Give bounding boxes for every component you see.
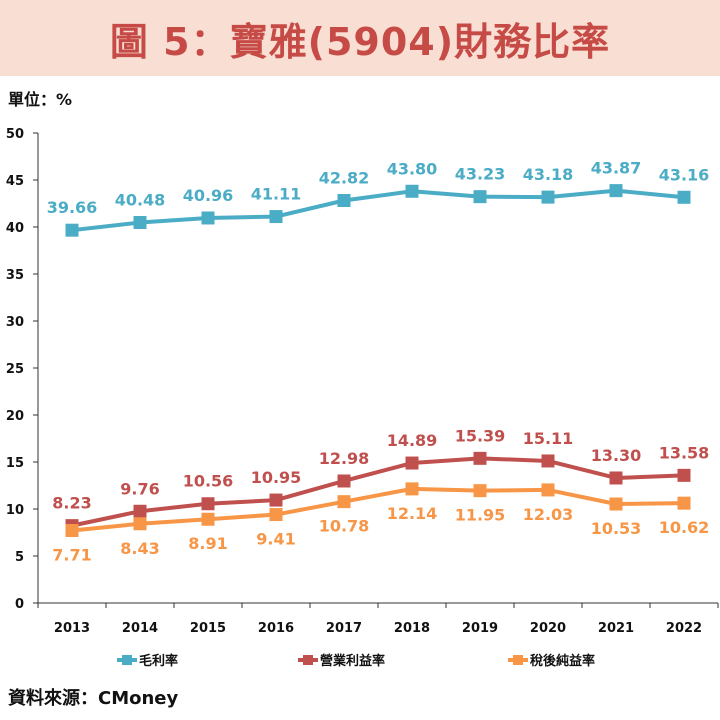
data-label: 10.78 bbox=[319, 517, 370, 536]
y-tick-label: 40 bbox=[6, 221, 24, 236]
data-label: 43.16 bbox=[659, 165, 710, 184]
data-point-marker bbox=[269, 210, 283, 224]
data-point-marker bbox=[337, 193, 351, 207]
data-label: 12.14 bbox=[387, 504, 438, 523]
data-label: 10.53 bbox=[591, 519, 642, 538]
data-label: 8.43 bbox=[120, 539, 159, 558]
data-point-marker bbox=[541, 483, 555, 497]
series-line-3 bbox=[71, 486, 685, 533]
series-line-1 bbox=[71, 188, 685, 233]
data-label: 9.41 bbox=[256, 530, 295, 549]
y-tick-label: 45 bbox=[6, 174, 24, 189]
title-bar: 圖 5：寶雅(5904)財務比率 bbox=[0, 0, 720, 76]
y-tick-label: 50 bbox=[6, 127, 24, 142]
data-label: 12.03 bbox=[523, 505, 574, 524]
data-label: 10.62 bbox=[659, 518, 710, 537]
y-tick-label: 5 bbox=[15, 550, 24, 565]
data-point-marker bbox=[677, 190, 691, 204]
series-line-2 bbox=[71, 456, 685, 528]
data-label: 10.56 bbox=[183, 472, 234, 491]
data-point-marker bbox=[201, 512, 215, 526]
data-point-marker bbox=[473, 451, 487, 465]
data-label: 15.11 bbox=[523, 429, 574, 448]
data-label: 12.98 bbox=[319, 449, 370, 468]
data-point-marker bbox=[269, 508, 283, 522]
source-label: 資料來源：CMoney bbox=[8, 688, 179, 709]
y-tick-label: 25 bbox=[6, 362, 24, 377]
x-tick-label: 2017 bbox=[326, 621, 362, 636]
data-point-marker bbox=[473, 484, 487, 498]
data-label: 13.30 bbox=[591, 446, 642, 465]
y-tick-label: 0 bbox=[15, 597, 24, 612]
data-label: 42.82 bbox=[319, 168, 370, 187]
x-tick-label: 2019 bbox=[462, 621, 498, 636]
legend-marker bbox=[303, 655, 313, 665]
data-point-marker bbox=[337, 474, 351, 488]
y-tick-label: 30 bbox=[6, 315, 24, 330]
data-label: 14.89 bbox=[387, 431, 438, 450]
data-label: 43.23 bbox=[455, 165, 506, 184]
data-point-marker bbox=[269, 493, 283, 507]
x-tick-label: 2022 bbox=[666, 621, 702, 636]
y-tick-label: 35 bbox=[6, 268, 24, 283]
x-tick-label: 2013 bbox=[54, 621, 90, 636]
data-label: 40.48 bbox=[115, 190, 166, 209]
data-point-marker bbox=[541, 454, 555, 468]
x-tick-label: 2021 bbox=[598, 621, 634, 636]
data-label: 8.23 bbox=[52, 494, 91, 513]
x-tick-label: 2015 bbox=[190, 621, 226, 636]
y-tick-label: 10 bbox=[6, 503, 24, 518]
data-point-marker bbox=[609, 471, 623, 485]
x-tick-label: 2014 bbox=[122, 621, 158, 636]
data-point-marker bbox=[201, 211, 215, 225]
x-tick-label: 2016 bbox=[258, 621, 294, 636]
data-label: 11.95 bbox=[455, 506, 506, 525]
data-point-marker bbox=[677, 468, 691, 482]
data-label: 7.71 bbox=[52, 546, 91, 565]
y-tick-label: 15 bbox=[6, 456, 24, 471]
data-label: 8.91 bbox=[188, 534, 227, 553]
y-tick-label: 20 bbox=[6, 409, 24, 424]
data-point-marker bbox=[337, 495, 351, 509]
data-point-marker bbox=[133, 517, 147, 531]
data-point-marker bbox=[65, 524, 79, 538]
page-title: 圖 5：寶雅(5904)財務比率 bbox=[109, 19, 611, 64]
data-label: 39.66 bbox=[47, 198, 98, 217]
data-point-marker bbox=[133, 504, 147, 518]
legend-label: 營業利益率 bbox=[320, 653, 385, 669]
legend-marker bbox=[513, 655, 523, 665]
x-tick-label: 2018 bbox=[394, 621, 430, 636]
x-tick-label: 2020 bbox=[530, 621, 566, 636]
unit-label: 單位：% bbox=[8, 90, 73, 109]
data-label: 41.11 bbox=[251, 185, 302, 204]
data-point-marker bbox=[405, 184, 419, 198]
data-point-marker bbox=[677, 496, 691, 510]
legend-marker bbox=[122, 655, 132, 665]
data-label: 40.96 bbox=[183, 186, 234, 205]
data-label: 43.18 bbox=[523, 165, 574, 184]
data-point-marker bbox=[65, 223, 79, 237]
legend-label: 毛利率 bbox=[139, 653, 178, 669]
data-point-marker bbox=[541, 190, 555, 204]
data-point-marker bbox=[405, 482, 419, 496]
data-point-marker bbox=[609, 497, 623, 511]
data-label: 43.80 bbox=[387, 159, 438, 178]
data-point-marker bbox=[133, 215, 147, 229]
data-label: 43.87 bbox=[591, 159, 642, 178]
data-point-marker bbox=[201, 497, 215, 511]
legend-label: 稅後純益率 bbox=[530, 653, 595, 669]
data-label: 15.39 bbox=[455, 426, 506, 445]
data-label: 10.95 bbox=[251, 468, 302, 487]
data-label: 13.58 bbox=[659, 443, 710, 462]
data-point-marker bbox=[405, 456, 419, 470]
chart: 0 5 10 15 20 25 30 35 40 45 50 2013 2014 2015 2016 2017… bbox=[6, 127, 719, 669]
data-point-marker bbox=[473, 190, 487, 204]
data-point-marker bbox=[609, 184, 623, 198]
data-label: 9.76 bbox=[120, 479, 159, 498]
